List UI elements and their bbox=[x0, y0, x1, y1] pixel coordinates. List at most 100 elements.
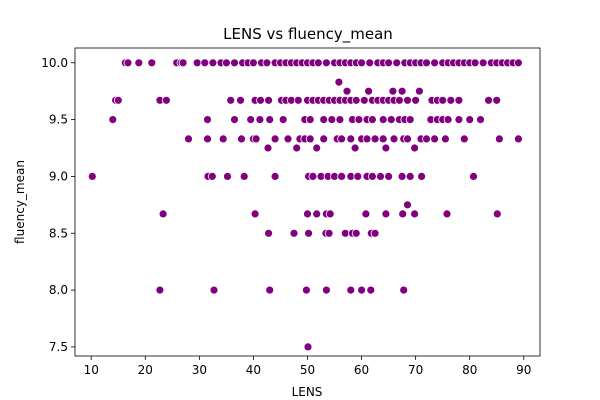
data-point bbox=[478, 58, 488, 68]
data-point bbox=[239, 171, 249, 181]
data-point bbox=[230, 115, 239, 124]
data-point bbox=[263, 143, 273, 153]
data-point bbox=[158, 209, 168, 219]
data-point bbox=[262, 58, 272, 68]
data-point bbox=[514, 58, 523, 68]
data-point bbox=[270, 171, 280, 181]
data-point bbox=[270, 134, 280, 144]
y-tick-label: 10.0 bbox=[41, 56, 68, 70]
data-point bbox=[384, 171, 394, 181]
data-point bbox=[325, 209, 335, 219]
x-tick-label: 60 bbox=[354, 363, 369, 377]
data-point bbox=[237, 134, 246, 144]
data-point bbox=[492, 209, 502, 219]
data-point bbox=[335, 115, 345, 124]
data-point bbox=[161, 95, 171, 105]
x-tick-label: 70 bbox=[408, 363, 423, 377]
data-point bbox=[236, 95, 245, 105]
data-point bbox=[410, 209, 420, 219]
x-tick-label: 30 bbox=[192, 363, 207, 377]
data-point bbox=[422, 58, 431, 68]
data-point bbox=[381, 209, 391, 219]
data-point bbox=[392, 58, 402, 68]
y-tick-label: 7.5 bbox=[49, 340, 68, 354]
data-point bbox=[346, 285, 356, 295]
data-point bbox=[397, 86, 407, 96]
data-point bbox=[334, 77, 344, 87]
data-point bbox=[305, 134, 315, 144]
data-point bbox=[255, 115, 265, 124]
data-point bbox=[388, 86, 398, 96]
x-axis: 10 20 30 40 50 60 70 80 90 bbox=[84, 356, 531, 377]
data-point bbox=[367, 171, 377, 181]
data-point bbox=[308, 171, 318, 181]
data-point bbox=[403, 134, 412, 144]
data-point bbox=[283, 134, 293, 144]
data-point bbox=[256, 95, 265, 105]
data-point bbox=[319, 115, 329, 124]
data-point bbox=[354, 115, 364, 124]
data-point bbox=[324, 228, 334, 238]
data-point bbox=[389, 134, 399, 144]
data-point bbox=[265, 115, 275, 124]
data-point bbox=[398, 209, 408, 219]
data-point bbox=[319, 134, 329, 144]
data-point bbox=[134, 58, 144, 68]
data-point bbox=[337, 171, 347, 181]
x-tick-label: 10 bbox=[84, 363, 99, 377]
data-point bbox=[370, 134, 380, 144]
points-layer bbox=[87, 58, 523, 352]
data-point bbox=[378, 115, 388, 124]
data-point bbox=[303, 342, 313, 352]
data-point bbox=[399, 285, 409, 295]
data-point bbox=[226, 95, 236, 105]
x-tick-label: 40 bbox=[246, 363, 261, 377]
data-point bbox=[278, 115, 288, 124]
data-point bbox=[223, 171, 232, 181]
data-point bbox=[376, 171, 385, 181]
chart-title: LENS vs fluency_mean bbox=[223, 25, 393, 44]
data-point bbox=[218, 134, 228, 144]
data-point bbox=[442, 209, 452, 219]
data-point bbox=[417, 171, 427, 181]
data-point bbox=[430, 134, 440, 144]
data-point bbox=[192, 58, 202, 68]
data-point bbox=[327, 115, 337, 124]
data-point bbox=[293, 95, 303, 105]
data-point bbox=[221, 58, 231, 68]
data-point bbox=[313, 58, 323, 68]
data-point bbox=[155, 285, 165, 295]
data-point bbox=[351, 95, 361, 105]
data-point bbox=[178, 58, 188, 68]
data-point bbox=[364, 86, 374, 96]
data-point bbox=[342, 86, 352, 96]
data-point bbox=[459, 134, 469, 144]
data-point bbox=[346, 134, 356, 144]
data-point bbox=[184, 134, 193, 144]
data-point bbox=[454, 115, 464, 124]
data-point bbox=[113, 95, 123, 105]
data-point bbox=[305, 115, 315, 124]
data-point bbox=[359, 95, 369, 105]
data-point bbox=[292, 143, 302, 153]
data-point bbox=[230, 58, 239, 68]
x-tick-label: 20 bbox=[138, 363, 153, 377]
data-point bbox=[484, 95, 494, 105]
data-point bbox=[264, 95, 274, 105]
data-point bbox=[384, 58, 394, 68]
data-point bbox=[304, 228, 314, 238]
data-point bbox=[312, 143, 322, 153]
data-point bbox=[209, 285, 219, 295]
data-point bbox=[301, 285, 311, 295]
data-point bbox=[454, 95, 464, 105]
data-point bbox=[410, 143, 420, 153]
data-point bbox=[403, 200, 412, 210]
data-point bbox=[422, 134, 431, 144]
y-axis-label: fluency_mean bbox=[13, 160, 27, 244]
data-point bbox=[397, 171, 407, 181]
data-point bbox=[207, 171, 217, 181]
data-point bbox=[251, 134, 261, 144]
data-point bbox=[203, 134, 212, 144]
data-point bbox=[357, 58, 367, 68]
